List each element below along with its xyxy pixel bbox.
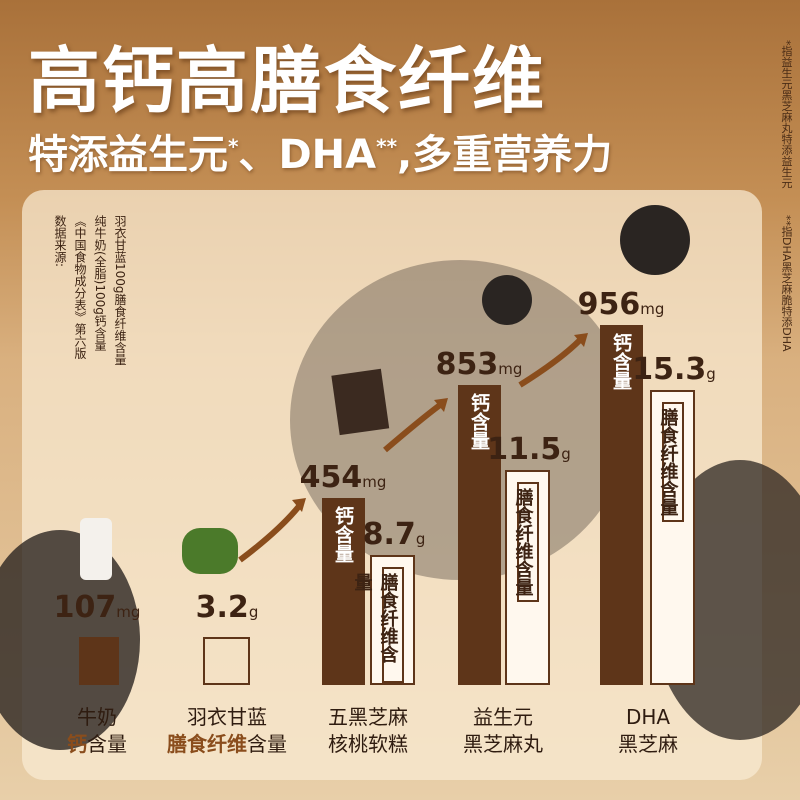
label: 羽衣甘蓝膳食纤维含量 [167,704,287,758]
label: 牛奶钙含量 [67,704,127,758]
text: g [248,603,259,621]
bar-label: 钙含量 [332,506,354,563]
fiber-bar [203,637,250,685]
text: 羽衣甘蓝 [187,705,267,729]
text: g [706,365,716,383]
calcium-bar [79,637,119,685]
text: mg [362,473,387,491]
text: 107 [53,590,117,625]
text: 益生元 [473,705,533,729]
text: 核桃软糕 [328,732,408,756]
text: 3.2 [195,590,249,625]
text: 8.7 [362,517,416,552]
side-note: *指益生元黑芝麻丸特添益生元 [780,40,793,189]
text: 牛奶 [77,705,117,729]
footnote-mark: * [228,134,239,159]
source-note: 数据来源: 《中国食物成分表》第六版 纯牛奶(全脂)100g钙含量 羽衣甘蓝10… [50,215,130,366]
source-line: 羽衣甘蓝100g膳食纤维含量 [113,215,127,366]
text: 853 [435,347,499,382]
calcium-value: 853mg [436,347,523,382]
text: 黑芝麻 [618,732,678,756]
fiber-value: 8.7g [363,517,426,552]
bar-label: 膳食纤维含量 [658,402,684,522]
calcium-value: 454mg [300,460,387,495]
text: 钙 [67,732,87,756]
text: 15.3 [632,352,707,387]
title: 高钙高膳食纤维 [28,39,547,123]
source-line: 纯牛奶(全脂)100g钙含量 [93,215,107,351]
text: mg [116,603,141,621]
subtitle-part: 、DHA [238,132,377,178]
calcium-bar: 钙含量 [322,498,365,685]
label: 益生元 黑芝麻丸 [463,704,543,758]
label: DHA 黑芝麻 [618,704,678,758]
subtitle: 特添益生元*、DHA**,多重营养力 [28,122,612,180]
source-line: 数据来源: [53,215,67,268]
text: 黑芝麻丸 [463,732,543,756]
calcium-value: 956mg [578,287,665,322]
bar-label: 钙含量 [468,393,490,450]
text: g [415,530,426,548]
text: 956 [577,287,641,322]
fiber-bar: 膳食纤维含量 [352,555,415,685]
side-note: **指DHA黑芝麻脆特添DHA [780,215,793,352]
calcium-bar: 钙含量 [458,385,501,685]
text: 五黑芝麻 [328,705,408,729]
text: 膳食纤维 [167,732,247,756]
text: 454 [299,460,363,495]
bar-label: 膳食纤维含量 [513,482,539,602]
fiber-bar: 膳食纤维含量 [650,390,695,685]
bar-label: 钙含量 [610,333,632,390]
subtitle-part: ,多重营养力 [397,132,613,178]
text: mg [498,360,523,378]
text: g [561,445,571,463]
value: 107mg [54,590,141,625]
value: 3.2g [196,590,259,625]
text: DHA [625,705,671,729]
fiber-value: 11.5g [487,432,571,467]
footnote-mark: ** [376,134,398,159]
text: 含量 [87,732,127,756]
text: 含量 [247,732,287,756]
label: 五黑芝麻 核桃软糕 [328,704,408,758]
text: mg [640,300,665,318]
text: 11.5 [487,432,562,467]
bar-label: 膳食纤维含量 [352,567,404,683]
fiber-bar: 膳食纤维含量 [505,470,550,685]
subtitle-part: 特添益生元 [28,132,228,178]
source-line: 《中国食物成分表》第六版 [73,215,87,359]
fiber-value: 15.3g [632,352,716,387]
calcium-bar: 钙含量 [600,325,643,685]
